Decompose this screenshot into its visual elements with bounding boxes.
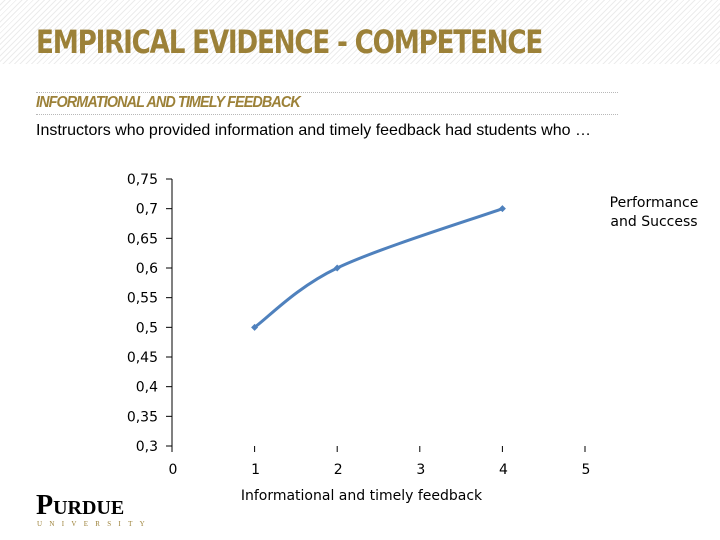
y-tick-label: 0,55 [127, 291, 158, 307]
x-tick-label: 2 [334, 462, 343, 478]
legend-label: Performance [610, 195, 699, 211]
x-axis-title: Informational and timely feedback [241, 488, 483, 504]
data-point [251, 323, 259, 331]
y-tick-label: 0,45 [127, 350, 158, 366]
y-tick-label: 0,4 [136, 380, 158, 396]
y-tick-label: 0,35 [127, 409, 158, 425]
y-tick-label: 0,5 [136, 320, 158, 336]
purdue-logo: PURDUE UNIVERSITY [36, 492, 148, 529]
y-tick-label: 0,65 [127, 231, 158, 247]
legend-label: and Success [610, 214, 697, 230]
title-band [0, 0, 720, 64]
series-line [253, 207, 503, 329]
logo-word: PURDUE [36, 492, 124, 522]
x-tick-label: 1 [251, 462, 260, 478]
x-tick-label: 5 [582, 462, 591, 478]
data-point [333, 264, 341, 272]
y-tick-label: 0,3 [136, 439, 158, 455]
y-tick-label: 0,75 [127, 172, 158, 188]
legend: Performance and Success [610, 195, 699, 230]
x-axis: 0 1 2 3 4 5 [169, 446, 591, 478]
series-group [251, 205, 506, 331]
data-point [498, 205, 506, 213]
y-tick-label: 0,6 [136, 261, 158, 277]
y-tick-label: 0,7 [136, 202, 158, 218]
slide-title: EMPIRICAL EVIDENCE - COMPETENCE [36, 23, 543, 61]
x-tick-label: 4 [499, 462, 508, 478]
y-axis: 0,75 0,7 0,65 0,6 0,55 0,5 0,45 0,4 0,35 0,3 [127, 172, 173, 455]
x-tick-label: 0 [169, 462, 178, 478]
logo-subtext: UNIVERSITY [37, 520, 152, 528]
subheading-divider-bottom [36, 114, 618, 115]
subheading: INFORMATIONAL AND TIMELY FEEDBACK [36, 94, 301, 111]
logo-initial: P [36, 490, 54, 521]
x-tick-label: 3 [416, 462, 425, 478]
logo-rest: URDUE [53, 497, 125, 519]
intro-text: Instructors who provided information and… [36, 122, 591, 139]
subheading-divider-top [36, 92, 618, 93]
